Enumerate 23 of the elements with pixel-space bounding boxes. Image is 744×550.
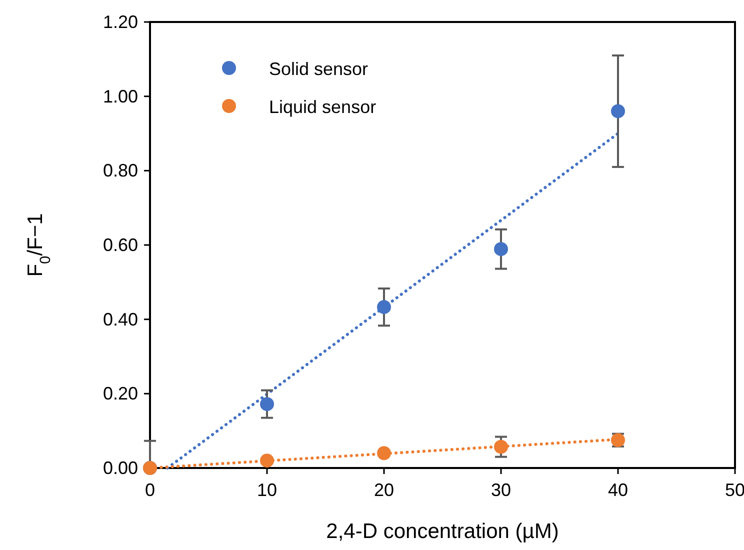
point (377, 446, 391, 460)
y-tick-label: 1.20 (102, 12, 138, 32)
point (260, 397, 274, 412)
y-tick-label: 0.00 (102, 458, 138, 478)
x-tick-label: 40 (608, 480, 628, 500)
point (611, 104, 625, 118)
point (494, 440, 508, 454)
point (494, 242, 508, 256)
y-tick-label: 0.60 (102, 235, 138, 255)
x-tick-label: 30 (490, 480, 512, 500)
legend-label: Solid sensor (269, 59, 368, 79)
x-tick-label: 0 (144, 480, 156, 500)
y-tick-label: 0.40 (102, 309, 138, 330)
x-tick-label: 50 (724, 480, 744, 500)
x-axis-title: 2,4-D concentration (µM) (326, 520, 559, 543)
point (377, 300, 391, 314)
y-tick-label: 0.20 (102, 384, 138, 404)
x-tick-label: 20 (374, 480, 394, 500)
y-tick-label: 1.00 (102, 86, 138, 106)
point (260, 454, 274, 468)
legend-label: Liquid sensor (269, 97, 376, 117)
x-tick-label: 10 (256, 480, 278, 500)
y-tick-label: 0.80 (102, 160, 138, 181)
